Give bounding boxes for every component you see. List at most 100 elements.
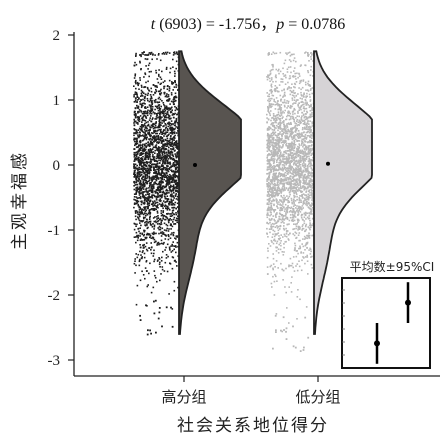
data-point [310, 256, 312, 258]
data-point [151, 189, 154, 192]
data-point [149, 169, 151, 171]
data-point [162, 210, 165, 212]
data-point [280, 99, 282, 101]
data-point [153, 220, 156, 223]
data-point [302, 152, 305, 154]
data-point [145, 136, 148, 139]
data-point [296, 296, 299, 298]
data-point [299, 106, 302, 108]
data-point [295, 151, 298, 153]
data-point [146, 111, 149, 113]
data-point [310, 65, 312, 68]
data-point [158, 118, 161, 121]
data-point [290, 206, 293, 209]
data-point [156, 132, 159, 135]
data-point [297, 133, 299, 136]
data-point [292, 183, 295, 186]
data-point [138, 219, 141, 222]
data-point [279, 206, 282, 209]
data-point [292, 220, 294, 222]
data-point [148, 132, 150, 134]
data-point [308, 232, 310, 234]
data-point [267, 273, 269, 275]
data-point [283, 206, 285, 209]
data-point [144, 132, 147, 134]
data-point [277, 129, 279, 132]
data-point [267, 136, 269, 138]
data-point [158, 223, 161, 225]
data-point [277, 139, 279, 141]
data-point [292, 145, 294, 147]
data-point [305, 51, 307, 53]
data-point [137, 107, 140, 109]
data-point [285, 213, 287, 216]
data-point [269, 208, 272, 211]
data-point [144, 224, 146, 226]
data-point [146, 270, 148, 272]
data-point [286, 53, 288, 56]
data-point [170, 184, 172, 187]
data-point [283, 120, 285, 122]
data-point [286, 68, 289, 70]
data-point [167, 165, 169, 168]
data-point [302, 182, 304, 184]
data-point [291, 97, 294, 99]
data-point [139, 139, 142, 142]
data-point [269, 104, 272, 107]
data-point [282, 269, 285, 272]
data-point [274, 209, 276, 211]
data-point [145, 117, 148, 119]
data-point [278, 235, 280, 237]
data-point [272, 64, 274, 67]
data-point [308, 224, 311, 227]
data-point [155, 132, 157, 135]
data-point [293, 96, 296, 99]
data-point [168, 86, 171, 88]
data-point [159, 228, 162, 231]
data-point [151, 141, 153, 144]
data-point [150, 224, 153, 226]
data-point [152, 200, 154, 203]
data-point [275, 242, 278, 245]
data-point [292, 180, 295, 182]
data-point [275, 97, 278, 99]
data-point [136, 179, 138, 182]
data-point [161, 231, 164, 233]
data-point [298, 265, 301, 268]
data-point [162, 109, 164, 111]
data-point [141, 159, 143, 161]
data-point [271, 191, 274, 194]
data-point [281, 134, 283, 137]
data-point [305, 183, 308, 186]
data-point [165, 254, 168, 256]
data-point [142, 115, 145, 118]
data-point [160, 187, 163, 189]
data-point [274, 88, 276, 90]
data-point [267, 154, 270, 156]
data-point [155, 221, 157, 224]
data-point [267, 76, 269, 79]
data-point [293, 171, 296, 174]
data-point [143, 152, 145, 155]
data-point [298, 146, 300, 149]
data-point [151, 103, 153, 106]
data-point [296, 208, 299, 210]
data-point [290, 282, 292, 284]
data-point [172, 89, 174, 91]
data-point [293, 139, 295, 142]
data-point [145, 200, 148, 202]
data-point [268, 145, 271, 148]
data-point [166, 143, 169, 146]
data-point [138, 111, 140, 113]
data-point [284, 162, 287, 164]
data-point [145, 260, 148, 262]
data-point [303, 166, 305, 169]
data-point [270, 206, 273, 209]
data-point [271, 105, 273, 107]
data-point [157, 171, 160, 173]
data-point [150, 109, 152, 112]
data-point [308, 189, 311, 191]
data-point [297, 124, 299, 126]
data-point [305, 149, 308, 151]
data-point [286, 223, 289, 226]
